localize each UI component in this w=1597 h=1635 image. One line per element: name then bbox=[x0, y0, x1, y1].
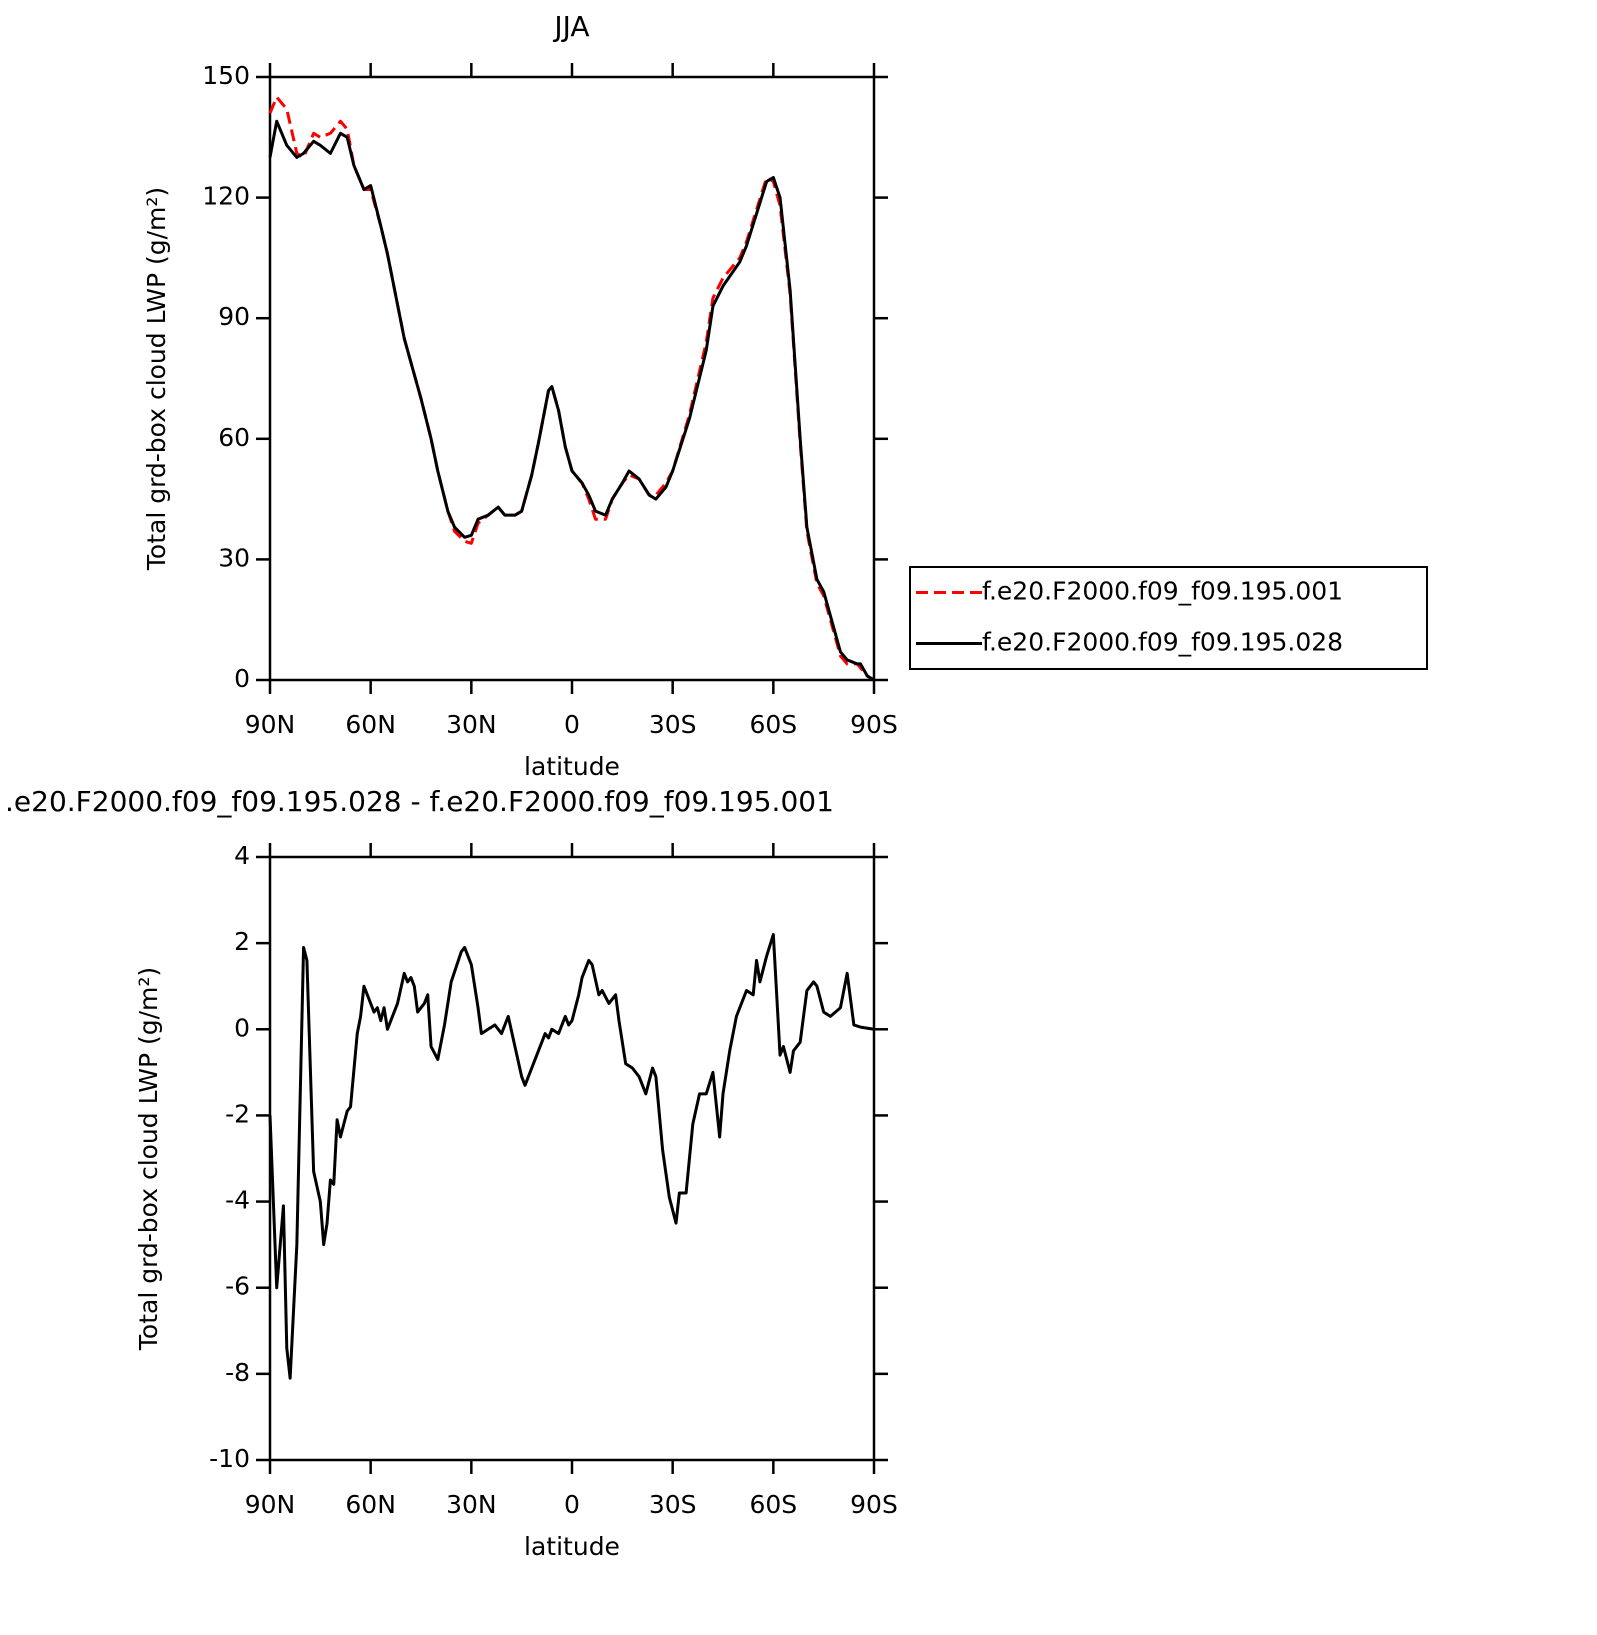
y-tick-label: 0 bbox=[234, 664, 250, 693]
y-axis-label: Total grd-box cloud LWP (g/m²) bbox=[134, 967, 163, 1351]
y-tick-label: 2 bbox=[234, 927, 250, 956]
legend-box bbox=[909, 566, 1428, 670]
y-tick-label: -8 bbox=[225, 1358, 250, 1387]
x-tick-label: 60N bbox=[345, 1490, 396, 1519]
x-tick-label: 90S bbox=[850, 710, 898, 739]
plot-frame bbox=[268, 75, 876, 682]
x-tick-label: 90N bbox=[245, 710, 296, 739]
plot-frame bbox=[268, 855, 876, 1462]
y-tick-label: 60 bbox=[218, 423, 250, 452]
x-axis-label: latitude bbox=[524, 1532, 620, 1561]
y-axis-label: Total grd-box cloud LWP (g/m²) bbox=[142, 187, 171, 571]
x-axis-label: latitude bbox=[524, 752, 620, 781]
x-tick-label: 60S bbox=[749, 710, 797, 739]
x-tick-label: 90S bbox=[850, 1490, 898, 1519]
chart-title: JJA bbox=[552, 10, 589, 43]
y-tick-label: 4 bbox=[234, 841, 250, 870]
x-tick-label: 90N bbox=[245, 1490, 296, 1519]
x-tick-label: 60S bbox=[749, 1490, 797, 1519]
x-tick-label: 0 bbox=[564, 710, 580, 739]
y-tick-label: 90 bbox=[218, 302, 250, 331]
y-tick-label: -2 bbox=[225, 1099, 250, 1128]
y-tick-label: 0 bbox=[234, 1013, 250, 1042]
x-tick-label: 30N bbox=[446, 710, 497, 739]
y-tick-label: -4 bbox=[225, 1186, 250, 1215]
y-tick-label: 30 bbox=[218, 543, 250, 572]
data-line bbox=[268, 119, 875, 682]
y-tick-label: -10 bbox=[209, 1444, 250, 1473]
y-tick-label: 120 bbox=[202, 182, 250, 211]
chart-title: .e20.F2000.f09_f09.195.028 - f.e20.F2000… bbox=[5, 785, 834, 818]
x-tick-label: 30S bbox=[649, 710, 697, 739]
y-tick-label: -6 bbox=[225, 1272, 250, 1301]
y-tick-label: 150 bbox=[202, 61, 250, 90]
legend-label: f.e20.F2000.f09_f09.195.001 bbox=[982, 577, 1343, 606]
x-tick-label: 30N bbox=[446, 1490, 497, 1519]
legend-label: f.e20.F2000.f09_f09.195.028 bbox=[982, 628, 1343, 657]
x-tick-label: 60N bbox=[345, 710, 396, 739]
x-tick-label: 30S bbox=[649, 1490, 697, 1519]
x-tick-label: 0 bbox=[564, 1490, 580, 1519]
data-line bbox=[268, 933, 875, 1380]
